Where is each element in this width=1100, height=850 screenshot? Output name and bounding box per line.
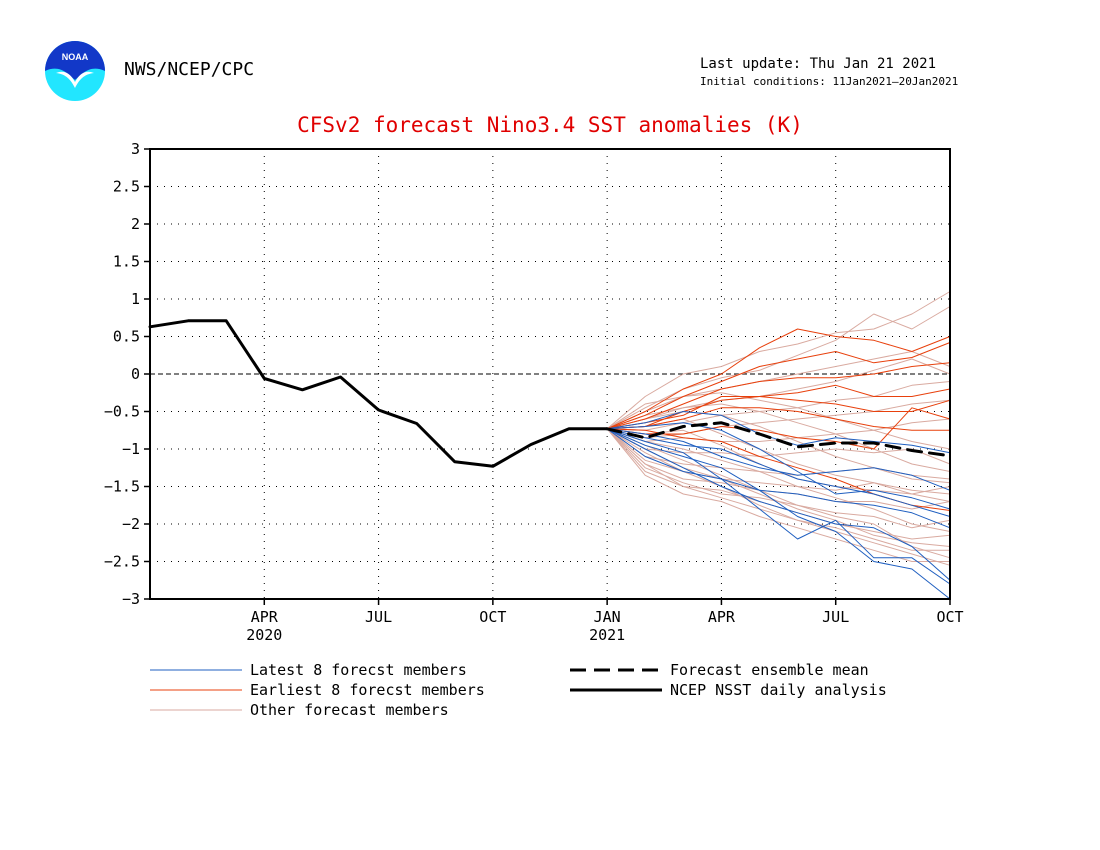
y-tick-label: −3: [122, 590, 140, 608]
latest-member-line-5: [606, 428, 951, 585]
x-tick-year-label: 2021: [589, 626, 625, 644]
legend-label-earliest: Earliest 8 forecst members: [250, 681, 485, 699]
noaa-logo-text: NOAA: [62, 52, 89, 62]
earliest-member-line-1: [606, 328, 951, 430]
other-member-line-16: [606, 428, 951, 566]
x-tick-label: JUL: [365, 608, 392, 626]
y-tick-label: −2.5: [104, 553, 140, 571]
y-tick-label: −1: [122, 440, 140, 458]
other-member-line-23: [606, 428, 951, 562]
latest-member-line-8: [606, 428, 951, 517]
y-tick-label: 1: [131, 290, 140, 308]
y-tick-label: −1.5: [104, 478, 140, 496]
latest-member-line-3: [606, 428, 951, 581]
other-member-line-24: [606, 428, 951, 532]
legend-label-latest: Latest 8 forecst members: [250, 661, 467, 679]
initial-conditions-text: Initial conditions: 11Jan2021–20Jan2021: [700, 75, 959, 88]
other-member-line-22: [606, 428, 951, 551]
y-tick-label: 2.5: [113, 178, 140, 196]
other-member-line-4: [606, 358, 951, 430]
x-tick-label: JAN: [594, 608, 621, 626]
last-update-text: Last update: Thu Jan 21 2021: [700, 56, 937, 72]
latest-member-line-1: [606, 428, 951, 600]
y-tick-label: 0.5: [113, 328, 140, 346]
other-member-line-2: [606, 306, 951, 430]
x-tick-label: JUL: [822, 608, 849, 626]
other-member-line-6: [606, 399, 951, 439]
other-member-line-10: [606, 428, 951, 495]
earliest-member-line-5: [606, 396, 951, 430]
x-tick-label: APR: [708, 608, 736, 626]
earliest-member-line-2: [606, 342, 951, 430]
x-tick-label: OCT: [479, 608, 506, 626]
noaa-logo-gull: [56, 71, 94, 88]
analysis-line: [148, 319, 609, 468]
noaa-logo: NOAA: [44, 40, 106, 106]
latest-member-line-6: [606, 422, 951, 510]
legend-label-mean: Forecast ensemble mean: [670, 661, 869, 679]
y-tick-label: 2: [131, 215, 140, 233]
y-tick-label: −2: [122, 515, 140, 533]
y-tick-label: 3: [131, 140, 140, 158]
ensemble-mean-line: [605, 421, 952, 458]
latest-member-line-7: [606, 428, 951, 529]
noaa-logo-sky: [45, 41, 105, 80]
y-tick-label: 1.5: [113, 253, 140, 271]
x-tick-year-label: 2020: [246, 626, 282, 644]
agency-label: NWS/NCEP/CPC: [124, 59, 255, 80]
legend-label-other: Other forecast members: [250, 701, 449, 719]
chart-title: CFSv2 forecast Nino3.4 SST anomalies (K): [297, 113, 803, 137]
y-tick-label: −0.5: [104, 403, 140, 421]
other-member-line-18: [606, 418, 951, 495]
y-tick-label: 0: [131, 365, 140, 383]
x-tick-label: OCT: [936, 608, 963, 626]
legend-label-analysis: NCEP NSST daily analysis: [670, 681, 887, 699]
other-member-line-3: [606, 351, 951, 430]
earliest-member-line-3: [606, 362, 951, 430]
other-member-line-15: [606, 428, 951, 559]
x-tick-label: APR: [251, 608, 279, 626]
